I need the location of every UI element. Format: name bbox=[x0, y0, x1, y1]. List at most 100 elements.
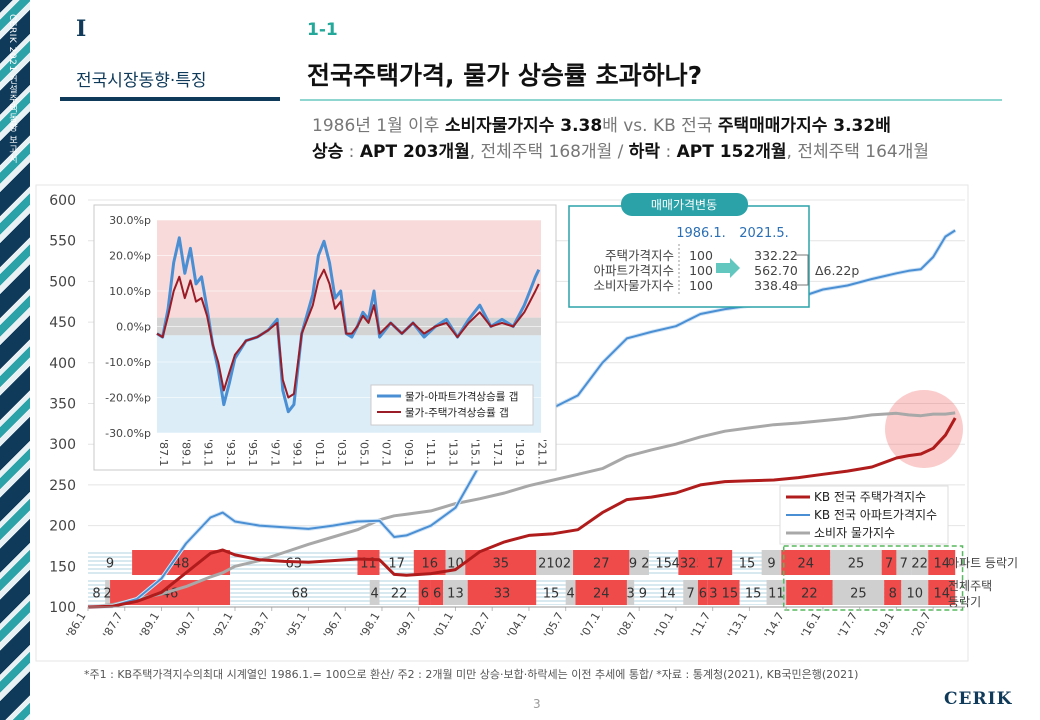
house-phase-label: 22 bbox=[801, 587, 818, 602]
house-phase-segment bbox=[467, 580, 537, 605]
apt-phase-label: 16 bbox=[421, 557, 438, 572]
sidebar-stripe-text: CERIK 2021 건설주택동향 보고서 bbox=[7, 14, 17, 164]
y-tick-label: 400 bbox=[49, 356, 76, 372]
inset-x-tick-label: '17.1 bbox=[491, 439, 504, 467]
y-tick-label: 200 bbox=[49, 519, 76, 535]
house-phase-row-label: 전체주택 bbox=[948, 579, 992, 593]
info-box-frame bbox=[568, 205, 810, 308]
inset-x-tick-label: '89.1 bbox=[179, 439, 192, 467]
legend-label: KB 전국 주택가격지수 bbox=[814, 490, 926, 504]
apt-phase-label: 22 bbox=[911, 557, 928, 572]
info-box-title-pill bbox=[621, 193, 748, 216]
apt-phase-segment bbox=[88, 550, 133, 575]
inset-x-tick-label: '21.1 bbox=[535, 439, 548, 467]
apt-phase-label: 24 bbox=[797, 557, 814, 572]
section-number: I bbox=[76, 16, 87, 42]
apt-phase-label: 17 bbox=[388, 557, 405, 572]
apt-phase-label: 25 bbox=[848, 557, 865, 572]
apt-phase-segment bbox=[928, 550, 956, 575]
apt-phase-label: 2102 bbox=[538, 557, 571, 572]
legend-label: 소비자 물가지수 bbox=[814, 526, 895, 540]
info-box-title: 매매가격변동 bbox=[651, 198, 717, 212]
apt-phase-label: 35 bbox=[493, 557, 510, 572]
y-tick-label: 450 bbox=[49, 315, 76, 331]
house-phase-label: 15 bbox=[745, 587, 762, 602]
apt-phase-label: 14 bbox=[933, 557, 950, 572]
info-box-row-label: 주택가격지수 bbox=[605, 248, 674, 263]
house-phase-segment bbox=[683, 580, 698, 605]
house-phase-label: 22 bbox=[391, 587, 408, 602]
apt-phase-segment bbox=[911, 550, 929, 575]
apt-phase-label: 7 bbox=[885, 557, 893, 572]
house-phase-label: 68 bbox=[292, 587, 309, 602]
subtitle-emphasis: APT 152개월 bbox=[676, 142, 787, 162]
house-phase-label: 7 bbox=[686, 587, 694, 602]
subtitle-text: 1986년 1월 이후 bbox=[312, 116, 445, 136]
inset-x-tick-label: '03.1 bbox=[335, 439, 348, 467]
inset-x-tick-label: '09.1 bbox=[402, 439, 415, 467]
inset-y-tick-label: -10.0%p bbox=[105, 356, 151, 369]
y-tick-label: 100 bbox=[49, 600, 76, 616]
house-phase-label: 3 15 bbox=[709, 587, 738, 602]
house-phase-segment bbox=[369, 580, 380, 605]
house-phase-segment bbox=[565, 580, 576, 605]
subtitle-text: 배 vs. KB 전국 bbox=[602, 116, 718, 136]
inset-x-tick-label: '11.1 bbox=[424, 439, 437, 467]
info-box-row-label: 아파트가격지수 bbox=[593, 263, 674, 278]
house-phase-segment bbox=[884, 580, 902, 605]
cpi-line bbox=[87, 411, 956, 609]
inset-y-tick-label: 20.0%p bbox=[109, 250, 151, 263]
info-box-value-end: 562.70 bbox=[754, 263, 798, 278]
apt-phase-segment bbox=[648, 550, 679, 575]
house-phase-segment bbox=[901, 580, 929, 605]
inset-apt-gap-line bbox=[156, 236, 541, 414]
inset-x-tick-label: '05.1 bbox=[357, 439, 370, 467]
house-phase-segment bbox=[430, 580, 444, 605]
highlight-circle-group bbox=[885, 390, 963, 468]
apt-phase-segment bbox=[781, 550, 831, 575]
house-phase-segment bbox=[766, 580, 787, 605]
house-phase-label: 4 bbox=[566, 587, 574, 602]
y-tick-label: 150 bbox=[49, 559, 76, 575]
highlight-circle bbox=[885, 390, 963, 468]
house-phase-label: 3 bbox=[626, 587, 634, 602]
subtitle-text: , 전체주택 168개월 / bbox=[469, 142, 629, 162]
inset-y-tick-label: 0.0%p bbox=[116, 321, 151, 334]
house-phase-label: 8 bbox=[889, 587, 897, 602]
house-phase-row-label: 등락기 bbox=[948, 595, 981, 609]
inset-x-tick-label: '19.1 bbox=[513, 439, 526, 467]
subtitle-line-2: 상승 : APT 203개월, 전체주택 168개월 / 하락 : APT 15… bbox=[312, 137, 929, 162]
info-box-value-start: 100 bbox=[689, 263, 713, 278]
subtitle-text: , 전체주택 164개월 bbox=[786, 142, 930, 162]
legend-label: KB 전국 아파트가격지수 bbox=[814, 508, 937, 522]
apt-phase-label: 4325 bbox=[672, 557, 705, 572]
apt-phase-label: 9 bbox=[767, 557, 775, 572]
phase-bars: 9 48 63 11 17 16 10 35 2102 27 9 2 15 4325 17 15 9 24 25 7… bbox=[88, 545, 1018, 611]
apt-phase-segment bbox=[697, 550, 733, 575]
apt-phase-segment bbox=[357, 550, 380, 575]
subtitle-emphasis: 소비자물가지수 3.38 bbox=[444, 116, 603, 136]
apt-phase-segment bbox=[830, 550, 882, 575]
subtitle-emphasis: 상승 bbox=[312, 142, 344, 162]
apt-phase-label: 17 bbox=[707, 557, 724, 572]
y-tick-label: 600 bbox=[49, 193, 76, 209]
apt-phase-row-label: 아파트 등락기 bbox=[948, 556, 1018, 570]
apt-phase-label: 7 bbox=[900, 557, 908, 572]
house-phase-label: 10 bbox=[907, 587, 924, 602]
inset-x-tick-label: '87.1 bbox=[157, 439, 170, 467]
apt-phase-segment bbox=[573, 550, 630, 575]
info-box-bracket bbox=[794, 254, 809, 286]
inset-x-tick-label: '01.1 bbox=[313, 439, 326, 467]
apt-phase-label: 15 bbox=[655, 557, 672, 572]
title-underline bbox=[300, 99, 1002, 101]
house-phase-segment bbox=[105, 580, 111, 605]
house-phase-segment bbox=[536, 580, 566, 605]
house-phase-label: 9 bbox=[639, 587, 647, 602]
house-phase-label: 24 bbox=[593, 587, 610, 602]
inset-positive-band bbox=[157, 220, 541, 318]
apt-phase-segment bbox=[881, 550, 897, 575]
subtitle-emphasis: 하락 bbox=[628, 142, 661, 162]
inset-y-tick-label: 30.0%p bbox=[109, 214, 151, 227]
apt-phase-segment bbox=[536, 550, 574, 575]
